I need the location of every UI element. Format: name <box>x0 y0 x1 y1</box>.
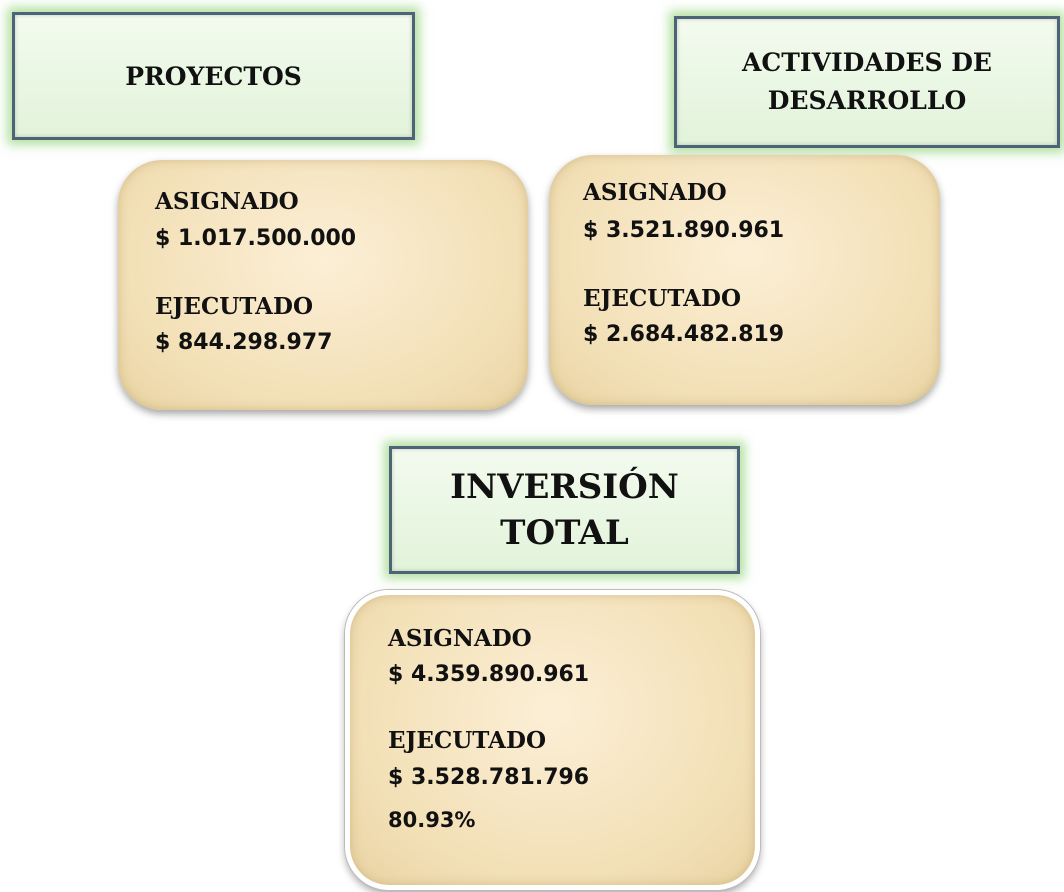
assigned-value: $ 4.359.890.961 <box>388 662 590 687</box>
header-box: INVERSIÓN TOTAL <box>389 446 740 574</box>
assigned-value: $ 3.521.890.961 <box>583 218 785 243</box>
assigned-label: ASIGNADO <box>388 625 532 652</box>
header-text: PROYECTOS <box>125 61 302 91</box>
assigned-value: $ 1.017.500.000 <box>155 226 357 251</box>
assigned-label: ASIGNADO <box>583 179 727 206</box>
executed-value: $ 3.528.781.796 <box>388 765 590 790</box>
executed-label: EJECUTADO <box>155 293 313 320</box>
executed-label: EJECUTADO <box>388 727 546 754</box>
assigned-label: ASIGNADO <box>155 188 299 215</box>
executed-label: EJECUTADO <box>583 285 741 312</box>
header-text: INVERSIÓN TOTAL <box>450 467 679 553</box>
executed-value: $ 844.298.977 <box>155 330 333 355</box>
card: ASIGNADO $ 3.521.890.961 EJECUTADO $ 2.6… <box>549 155 940 405</box>
header-box: PROYECTOS <box>12 12 415 140</box>
card: ASIGNADO $ 1.017.500.000 EJECUTADO $ 844… <box>118 160 528 410</box>
header-box: ACTIVIDADES DE DESARROLLO <box>674 16 1060 148</box>
executed-value: $ 2.684.482.819 <box>583 322 785 347</box>
card: ASIGNADO $ 4.359.890.961 EJECUTADO $ 3.5… <box>345 590 760 890</box>
header-text: ACTIVIDADES DE DESARROLLO <box>742 48 992 115</box>
percent-value: 80.93% <box>388 808 476 832</box>
